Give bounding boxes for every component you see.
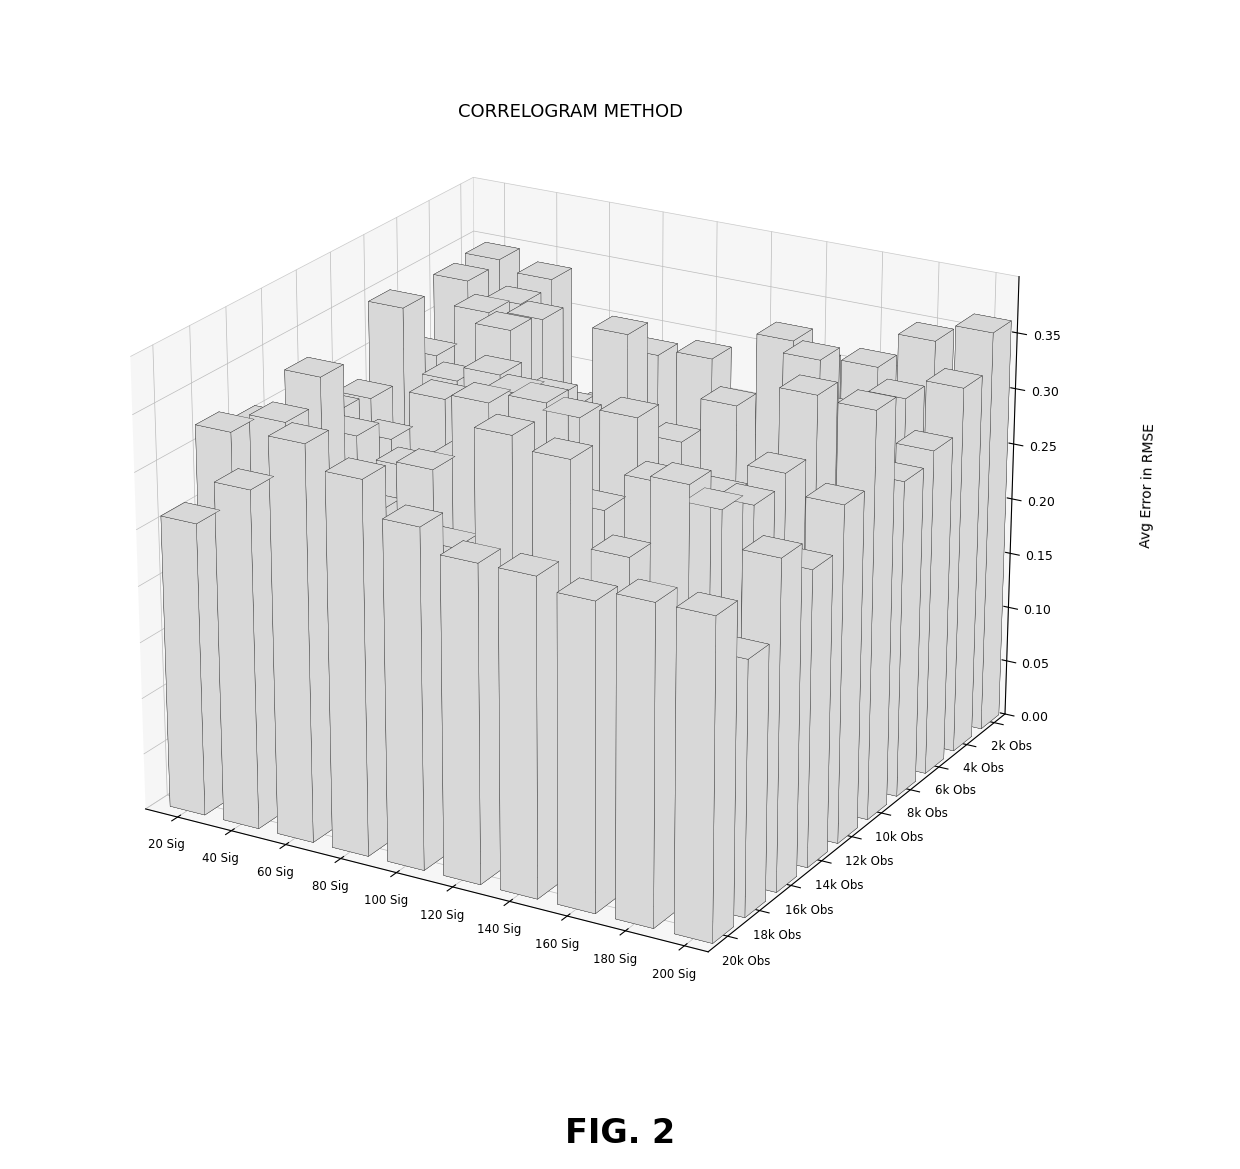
Title: CORRELOGRAM METHOD: CORRELOGRAM METHOD — [458, 103, 683, 122]
Text: FIG. 2: FIG. 2 — [565, 1118, 675, 1150]
